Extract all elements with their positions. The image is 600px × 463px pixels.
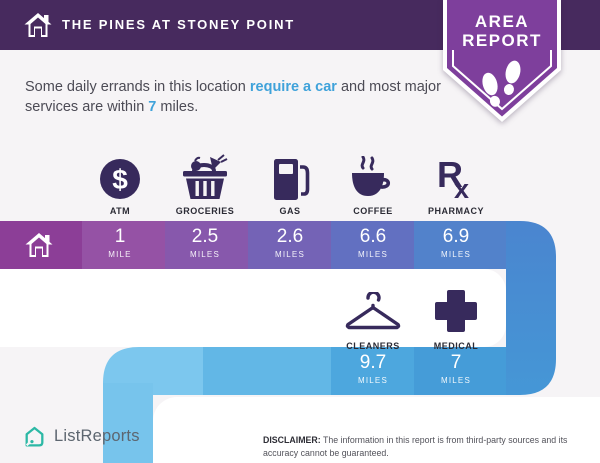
amenity-label: GROCERIES [175, 206, 235, 216]
coffee-icon [352, 156, 390, 196]
disclaimer-label: DISCLAIMER: [263, 434, 321, 445]
distance-unit: MILE [108, 249, 132, 259]
intro-highlight-require-a-car: require a car [249, 78, 337, 95]
distance-value: 2.5 [191, 226, 219, 247]
atm-icon: $ [100, 159, 140, 199]
brand-name: ListReports [54, 427, 140, 445]
distance-gas: 2.6 MILES [248, 226, 333, 259]
distance-unit: MILES [440, 375, 471, 385]
footprints-icon [482, 60, 521, 107]
disclaimer-text: DISCLAIMER: The information in this repo… [263, 434, 568, 458]
badge-line1: AREA [475, 12, 529, 31]
area-report-badge: AREA REPORT [443, 0, 561, 122]
amenity-label: ATM [109, 206, 131, 216]
distance-value: 2.6 [276, 226, 304, 247]
badge-line2: REPORT [462, 31, 542, 50]
amenity-label: CLEANERS [346, 341, 400, 351]
pharmacy-icon: R x [437, 156, 469, 200]
intro-part3: miles. [156, 98, 199, 115]
distance-coffee: 6.6 MILES [331, 226, 416, 259]
amenity-atm: $ ATM [78, 158, 163, 216]
distance-value: 9.7 [359, 352, 387, 373]
bar-home-icon [25, 233, 53, 257]
distance-unit: MILES [357, 375, 388, 385]
distance-groceries: 2.5 MILES [163, 226, 248, 259]
distance-unit: MILES [189, 249, 220, 259]
distance-value: 6.9 [442, 226, 470, 247]
amenity-label: MEDICAL [433, 341, 479, 351]
cleaners-icon [345, 292, 401, 330]
amenity-groceries: GROCERIES [163, 154, 248, 216]
distance-unit: MILES [440, 249, 471, 259]
groceries-icon [183, 154, 228, 199]
svg-text:R: R [437, 156, 463, 195]
distance-medical: 7 MILES [414, 352, 499, 385]
distance-unit: MILES [357, 249, 388, 259]
distance-cleaners: 9.7 MILES [331, 352, 416, 385]
amenity-label: COFFEE [353, 206, 393, 216]
medical-icon [435, 290, 477, 332]
amenity-cleaners: CLEANERS [331, 288, 416, 351]
home-icon [24, 13, 52, 37]
amenity-gas: GAS [248, 158, 333, 216]
amenity-coffee: COFFEE [331, 156, 416, 216]
distance-unit: MILES [274, 249, 305, 259]
svg-text:x: x [454, 174, 469, 200]
distance-value: 6.6 [359, 226, 387, 247]
gas-icon [274, 159, 310, 200]
intro-part2: and most major services are within [25, 78, 441, 115]
listreports-logo: ListReports [22, 424, 140, 449]
distance-value: 1 [114, 226, 126, 247]
middle-white-panel [0, 269, 506, 347]
page-title: THE PINES AT STONEY POINT [62, 17, 296, 32]
intro-highlight-miles: 7 [148, 98, 157, 115]
distance-atm: 1 MILE [78, 226, 163, 259]
bottom-white-panel [153, 397, 600, 463]
amenity-label: PHARMACY [427, 206, 484, 216]
svg-text:$: $ [112, 164, 128, 195]
amenity-medical: MEDICAL [414, 288, 499, 351]
amenity-label: GAS [279, 206, 301, 216]
distance-pharmacy: 6.9 MILES [414, 226, 499, 259]
intro-part1: Some daily errands in this location [25, 78, 250, 95]
distance-value: 7 [450, 352, 462, 373]
intro-text: Some daily errands in this location requ… [25, 77, 455, 117]
amenity-pharmacy: R x PHARMACY [414, 156, 499, 216]
listreports-icon [25, 426, 44, 447]
